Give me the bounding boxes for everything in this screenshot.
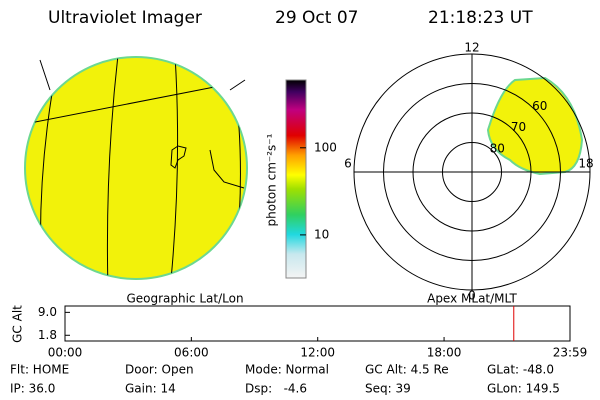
mlt-label: 6 xyxy=(344,157,352,171)
info-field: Mode: Normal xyxy=(245,363,329,377)
colorbar xyxy=(285,79,307,279)
left-panel-label: Geographic Lat/Lon xyxy=(126,292,243,306)
x-tick-label: 23:59 xyxy=(553,346,588,360)
y-axis-label: GC Alt xyxy=(11,305,25,343)
mlt-label: 18 xyxy=(578,157,593,171)
x-tick-label: 12:00 xyxy=(300,346,335,360)
x-tick-label: 00:00 xyxy=(48,346,83,360)
colorbar-label: photon cm⁻²s⁻¹ xyxy=(265,133,279,226)
polar-image xyxy=(353,53,591,291)
title: Ultraviolet Imager xyxy=(48,8,202,28)
lat-ring-label: 80 xyxy=(490,141,505,155)
plot-frame xyxy=(64,305,571,342)
mlt-label: 12 xyxy=(464,41,479,55)
info-field: GLon: 149.5 xyxy=(487,382,560,396)
colorbar-tick-label: 100 xyxy=(314,140,337,154)
colorbar-tick-label: 10 xyxy=(314,227,329,241)
lat-ring-label: 70 xyxy=(511,120,526,134)
lat-ring xyxy=(383,83,561,261)
globe-image xyxy=(24,56,248,280)
lat-ring xyxy=(442,142,502,202)
info-field: GLat: -48.0 xyxy=(487,363,554,377)
mlt-label: 0 xyxy=(468,289,476,303)
lat-ring xyxy=(412,112,532,232)
x-tick-label: 06:00 xyxy=(174,346,209,360)
y-tick-label: 9.0 xyxy=(38,305,57,319)
info-field: Dsp: -4.6 xyxy=(245,382,307,396)
time: 21:18:23 UT xyxy=(428,8,533,28)
info-field: Door: Open xyxy=(125,363,194,377)
info-field: Flt: HOME xyxy=(10,363,69,377)
lat-ring-label: 60 xyxy=(532,99,547,113)
info-field: Seq: 39 xyxy=(365,382,411,396)
right-panel-label: Apex MLat/MLT xyxy=(427,292,517,306)
date: 29 Oct 07 xyxy=(275,8,358,28)
info-field: IP: 36.0 xyxy=(10,382,55,396)
info-field: Gain: 14 xyxy=(125,382,176,396)
x-tick-label: 18:00 xyxy=(427,346,462,360)
info-field: GC Alt: 4.5 Re xyxy=(365,363,449,377)
y-tick-label: 1.8 xyxy=(38,328,57,342)
